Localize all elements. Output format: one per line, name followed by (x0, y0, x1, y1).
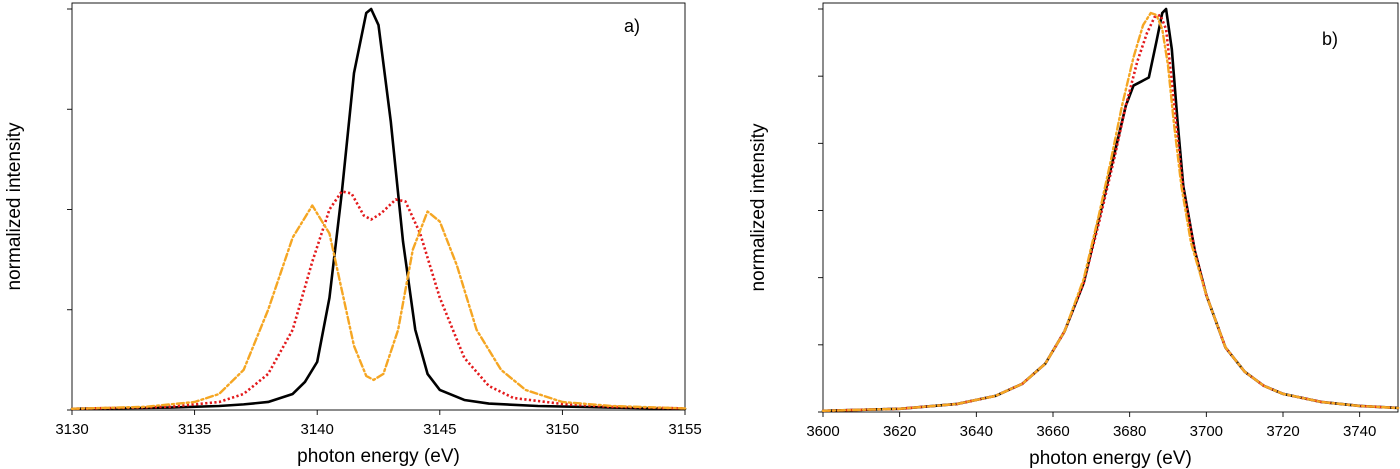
series-line-solid (821, 7, 1400, 413)
panel-a: 3130 3135 3140 3145 3150 3155 photon energy (e… (4, 2, 702, 467)
x-tick-label: 3620 (883, 423, 916, 440)
y-axis-label: normalized intensity (748, 123, 769, 291)
x-tick-label: 3600 (806, 423, 839, 440)
series-line-dashdot (821, 11, 1400, 412)
plot-frame (71, 2, 686, 411)
x-axis-label: photon energy (eV) (297, 446, 460, 467)
x-tick-label: 3140 (301, 421, 334, 438)
panel-label: a) (624, 16, 640, 36)
x-tick-label: 3680 (1113, 423, 1146, 440)
panel-b: 3600 3620 3640 3660 3680 3700 3720 3740 photon e… (748, 2, 1400, 469)
x-tick-label: 3740 (1343, 423, 1376, 440)
x-tick-label: 3130 (55, 421, 88, 438)
x-tick-label: 3640 (960, 423, 993, 440)
x-tick-label: 3145 (423, 421, 456, 438)
x-tick-label: 3150 (546, 421, 579, 438)
plot-frame (822, 2, 1399, 413)
series-line-solid (70, 7, 687, 411)
series-line-dotted (71, 190, 686, 411)
x-tick-label: 3720 (1266, 423, 1299, 440)
x-axis-label: photon energy (eV) (1029, 448, 1192, 469)
x-tick-label: 3660 (1036, 423, 1069, 440)
x-tick-label: 3155 (668, 421, 701, 438)
series-line-dashdot (70, 204, 687, 410)
panel-label: b) (1322, 29, 1338, 49)
x-tick-label: 3700 (1190, 423, 1223, 440)
series-line-dotted (822, 13, 1399, 413)
x-tick-label: 3135 (178, 421, 211, 438)
y-axis-label: normalized intensity (4, 122, 25, 290)
